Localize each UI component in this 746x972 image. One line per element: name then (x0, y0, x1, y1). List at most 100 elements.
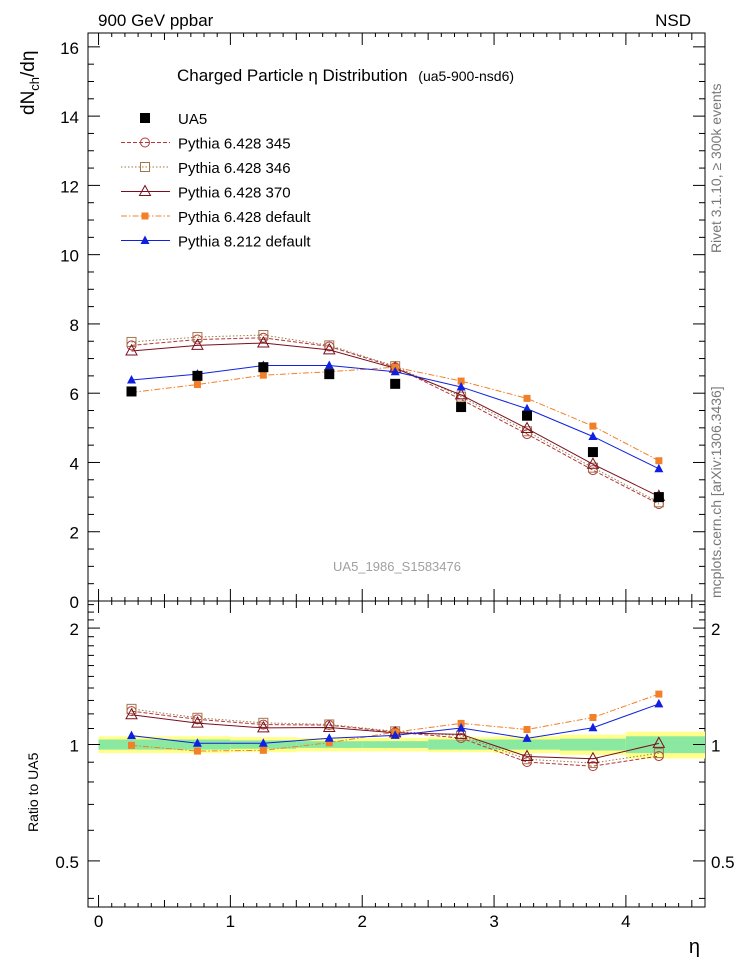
data-point-pythia-8-212-default (654, 463, 664, 473)
mcplots-label: mcplots.cern.ch [arXiv:1306.3436] (708, 386, 724, 598)
data-point-pythia-6-428-370 (125, 343, 138, 356)
data-point-ua5 (390, 378, 401, 389)
data-point-ua5 (653, 492, 664, 503)
y-tick-label: 8 (70, 316, 79, 335)
ratio-point-pythia-8-212-default (456, 722, 466, 732)
ratio-point-pythia-6-428-370 (454, 727, 468, 739)
legend-label: UA5 (178, 111, 207, 128)
ratio-axes: 0 1 2 3 4 0.5 0.5 1 1 2 2 (55, 601, 735, 931)
ratio-panel: 0 1 2 3 4 0.5 0.5 1 1 2 2 Ratio to UA5 η (25, 600, 735, 958)
data-point-ua5 (324, 369, 335, 380)
ratio-point-pythia-6-428-370 (191, 716, 204, 728)
ratio-point-pythia-6-428-370 (520, 749, 534, 762)
legend-label: Pythia 6.428 346 (178, 160, 291, 177)
y-tick-label: 12 (60, 177, 79, 196)
y-axis-label-sub: ch (27, 77, 42, 91)
legend-label: Pythia 6.428 370 (178, 185, 291, 202)
band-green-segment (494, 739, 560, 750)
ratio-line-pythia-6-428-346 (131, 708, 659, 764)
data-point-pythia-6-428-346 (258, 330, 269, 341)
ratio-point-pythia-8-212-default (127, 730, 137, 740)
chart-title-tag: (ua5-900-nsd6) (418, 68, 514, 84)
data-point-ua5 (587, 447, 598, 458)
data-point-pythia-8-212-default (390, 366, 400, 376)
legend-marker (140, 113, 150, 123)
legend-marker (140, 137, 150, 148)
ratio-point-pythia-6-428-default (523, 725, 531, 733)
ratio-tick-label-left: 0.5 (55, 853, 79, 872)
data-point-pythia-6-428-370 (256, 335, 270, 348)
ratio-tick-label-right: 0.5 (711, 853, 735, 872)
data-point-pythia-8-212-default (456, 381, 466, 391)
data-point-pythia-6-428-346 (192, 332, 203, 343)
band-green-segment (559, 738, 626, 751)
watermark: UA5_1986_S1583476 (333, 559, 461, 574)
ratio-point-pythia-6-428-370 (322, 720, 336, 732)
header-collision: 900 GeV ppbar (98, 11, 214, 30)
data-point-pythia-6-428-370 (322, 342, 336, 355)
legend-label: Pythia 6.428 345 (178, 136, 291, 153)
x-tick-label: 2 (357, 912, 366, 931)
ratio-point-pythia-6-428-346 (192, 712, 203, 723)
ratio-point-pythia-6-428-370 (125, 707, 138, 720)
data-point-pythia-8-212-default (588, 431, 598, 440)
ratio-point-pythia-6-428-default (128, 741, 136, 749)
x-tick-label: 0 (94, 912, 103, 931)
legend: UA5 Pythia 6.428 345 Pythia 6.428 346 Pythi… (121, 111, 311, 251)
legend-marker (141, 212, 149, 220)
ratio-point-pythia-6-428-370 (256, 720, 270, 733)
data-point-pythia-8-212-default (127, 375, 137, 384)
main-series-group (125, 330, 666, 510)
y-axis-label: dNch/dη (18, 51, 42, 115)
data-point-pythia-6-428-370 (520, 421, 534, 434)
ratio-point-pythia-6-428-default (193, 747, 201, 755)
data-point-pythia-8-212-default (324, 360, 334, 369)
chart-title-text: Charged Particle η Distribution (177, 66, 408, 85)
data-point-pythia-6-428-default (193, 381, 201, 389)
chart-title: Charged Particle η Distribution (ua5-900… (177, 66, 514, 85)
x-tick-label: 4 (621, 912, 630, 931)
data-point-pythia-6-428-346 (126, 336, 137, 347)
ratio-series-group (125, 690, 666, 772)
data-point-pythia-6-428-346 (587, 462, 598, 473)
x-axis-label: η (689, 936, 700, 958)
data-point-pythia-6-428-345 (587, 465, 598, 476)
ratio-point-pythia-6-428-346 (126, 703, 137, 714)
ratio-point-pythia-8-212-default (192, 738, 202, 747)
ratio-point-pythia-8-212-default (390, 730, 400, 739)
series-line-pythia-6-428-346 (131, 334, 660, 503)
legend-marker (140, 162, 150, 172)
header-event-type: NSD (655, 11, 691, 30)
x-tick-label: 3 (489, 912, 498, 931)
main-reference-points (126, 362, 664, 503)
ratio-tick-label-left: 2 (70, 620, 79, 639)
y-tick-label: 16 (60, 39, 79, 58)
data-point-pythia-6-428-370 (586, 457, 600, 469)
y-axis-label-main: dN (18, 91, 39, 115)
ratio-point-pythia-6-428-default (325, 739, 333, 747)
ratio-point-pythia-6-428-346 (324, 719, 335, 730)
data-point-ua5 (456, 402, 467, 413)
band-green-segment (625, 736, 705, 754)
y-tick-label: 2 (70, 524, 79, 543)
data-point-pythia-6-428-370 (191, 338, 204, 350)
ratio-tick-label-right: 2 (711, 620, 720, 639)
ratio-reference-band (98, 731, 705, 759)
ratio-point-pythia-8-212-default (654, 698, 664, 708)
data-point-ua5 (258, 362, 269, 373)
ratio-point-pythia-8-212-default (258, 738, 268, 747)
data-point-pythia-6-428-default (655, 457, 663, 465)
y-tick-label: 0 (70, 593, 79, 612)
band-green-segment (428, 739, 495, 750)
rivet-version-label: Rivet 3.1.10, ≥ 300k events (708, 83, 724, 253)
ratio-point-pythia-6-428-default (589, 713, 597, 721)
y-axis-label-tail: /dη (18, 51, 39, 77)
band-green-segment (362, 741, 429, 748)
ratio-point-pythia-8-212-default (522, 733, 532, 742)
legend-label: Pythia 6.428 default (178, 209, 311, 226)
data-point-ua5 (192, 370, 203, 381)
x-tick-label: 1 (226, 912, 235, 931)
data-point-pythia-6-428-default (457, 377, 465, 385)
main-axes: 0 2 4 6 8 10 12 14 16 (60, 33, 705, 612)
